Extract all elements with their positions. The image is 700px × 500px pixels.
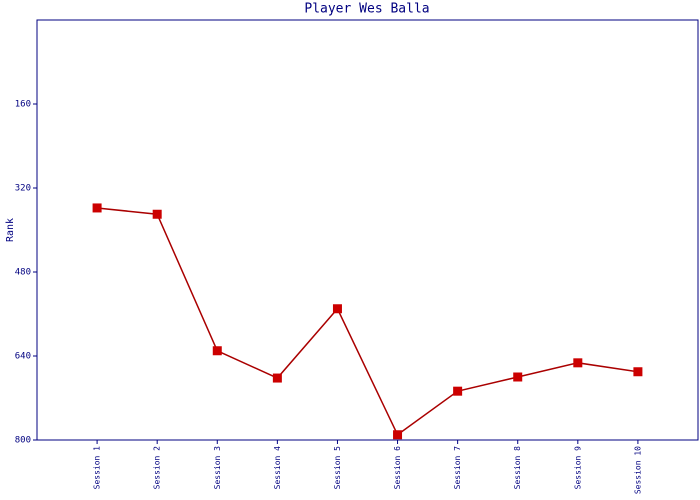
x-tick-label: Session 7 (453, 446, 462, 490)
data-point (513, 372, 523, 382)
data-point (573, 358, 583, 368)
y-tick-label: 800 (15, 436, 31, 446)
data-point (393, 430, 403, 440)
plot-frame (36, 19, 699, 441)
x-tick-label: Session 9 (573, 446, 582, 490)
x-tick-label: Session 8 (513, 446, 522, 490)
data-point (633, 367, 643, 377)
x-tick-label: Session 10 (633, 446, 642, 494)
x-tick-label: Session 1 (93, 446, 102, 490)
data-point (332, 304, 342, 314)
y-axis-label: Rank (5, 218, 16, 242)
x-tick-label: Session 2 (153, 446, 162, 490)
chart-title: Player Wes Balla (304, 2, 429, 17)
data-point (212, 346, 222, 356)
y-tick-label: 160 (15, 100, 31, 110)
data-point (152, 209, 162, 219)
y-tick-label: 480 (15, 268, 31, 278)
series-line (97, 207, 639, 436)
data-point (92, 203, 102, 213)
y-tick-label: 640 (15, 352, 31, 362)
x-tick-label: Session 6 (393, 446, 402, 490)
x-tick-label: Session 5 (333, 446, 342, 490)
data-point (272, 373, 282, 383)
y-tick-label: 320 (15, 184, 31, 194)
data-point (453, 386, 463, 396)
x-tick-label: Session 4 (273, 446, 282, 490)
x-tick-label: Session 3 (213, 446, 222, 490)
